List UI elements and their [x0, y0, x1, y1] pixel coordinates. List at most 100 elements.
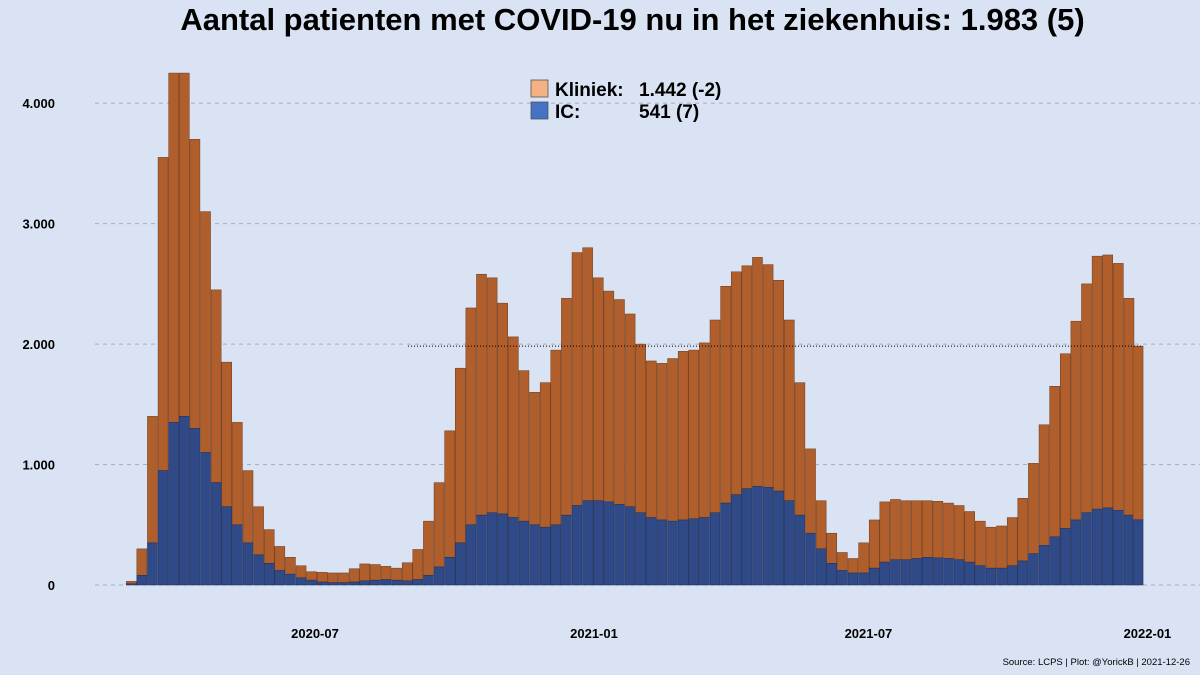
- kliniek-bar: [465, 307, 477, 526]
- kliniek-bar: [805, 448, 816, 534]
- kliniek-bar: [380, 566, 392, 580]
- source-note: Source: LCPS | Plot: @YorickB | 2021-12-…: [1002, 657, 1190, 668]
- kliniek-bar: [953, 505, 965, 560]
- ic-bar: [274, 570, 286, 586]
- ic-bar: [380, 579, 392, 586]
- ic-bar: [518, 520, 530, 586]
- ic-bar: [858, 572, 869, 586]
- legend-label: IC:: [555, 102, 580, 123]
- kliniek-bar: [677, 351, 689, 521]
- kliniek-bar: [1060, 353, 1071, 529]
- kliniek-bar: [200, 211, 211, 453]
- kliniek-bar: [391, 567, 402, 581]
- kliniek-bar: [646, 360, 657, 518]
- kliniek-bar: [455, 367, 466, 544]
- kliniek-bar: [1113, 263, 1124, 511]
- ic-bar: [423, 575, 434, 586]
- kliniek-bar: [762, 264, 774, 488]
- kliniek-bar: [295, 565, 307, 579]
- kliniek-bar: [730, 271, 742, 495]
- kliniek-bar: [614, 299, 625, 505]
- kliniek-bar: [348, 568, 360, 583]
- ic-bar: [847, 572, 859, 586]
- kliniek-bar: [1102, 254, 1113, 509]
- kliniek-bar: [890, 499, 901, 560]
- kliniek-bar: [709, 319, 721, 513]
- ic-bar: [720, 502, 731, 586]
- ic-bar: [539, 526, 551, 586]
- ic-bar: [508, 517, 519, 586]
- kliniek-bar: [826, 532, 838, 564]
- kliniek-bar: [529, 392, 540, 526]
- ic-bar: [911, 558, 922, 586]
- y-tick-label: 0: [48, 578, 55, 593]
- ic-bar: [1060, 528, 1071, 586]
- ic-bar: [592, 500, 604, 586]
- ic-bar: [444, 557, 455, 586]
- kliniek-bar: [571, 252, 583, 506]
- ic-bar: [232, 524, 243, 586]
- kliniek-bar: [1038, 424, 1050, 546]
- kliniek-bar: [147, 416, 158, 544]
- y-tick-label: 3.000: [22, 217, 55, 232]
- legend: Kliniek: 1.442 (-2) IC: 541 (7): [530, 79, 721, 123]
- kliniek-bar: [136, 548, 148, 576]
- kliniek-bar: [635, 343, 646, 513]
- ic-bar: [571, 505, 583, 586]
- ic-bar: [773, 490, 784, 586]
- kliniek-bar: [168, 72, 179, 423]
- ic-bar: [455, 542, 466, 586]
- kliniek-bar: [784, 319, 795, 501]
- kliniek-bar: [1070, 320, 1082, 521]
- kliniek-bar: [752, 257, 763, 487]
- ic-bar: [603, 501, 615, 586]
- kliniek-bar: [624, 313, 636, 507]
- ic-bar: [699, 517, 710, 586]
- kliniek-bar: [189, 139, 201, 429]
- kliniek-bar: [263, 529, 275, 564]
- kliniek-bar: [656, 363, 668, 521]
- ic-bar: [359, 580, 370, 586]
- ic-bar: [306, 579, 317, 586]
- ic-bar: [688, 518, 700, 586]
- kliniek-bar: [433, 482, 445, 568]
- kliniek-bar: [157, 157, 169, 471]
- ic-bar: [179, 416, 190, 586]
- kliniek-bar: [582, 247, 593, 501]
- kliniek-bar: [837, 552, 848, 571]
- x-tick-label: 2021-01: [570, 626, 618, 641]
- legend-swatch: [530, 101, 549, 120]
- kliniek-bar: [476, 273, 487, 516]
- kliniek-bar: [773, 280, 784, 492]
- ic-bar: [348, 581, 360, 586]
- ic-bar: [1091, 508, 1103, 586]
- ic-bar: [635, 512, 646, 586]
- kliniek-bar: [720, 286, 731, 504]
- ic-bar: [157, 470, 169, 586]
- kliniek-bar: [179, 72, 190, 417]
- ic-bar: [741, 488, 753, 586]
- ic-bar: [295, 577, 307, 586]
- legend-swatch: [530, 79, 549, 98]
- ic-bar: [879, 561, 891, 586]
- kliniek-bar: [232, 422, 243, 526]
- ic-bar: [1038, 545, 1050, 586]
- ic-bar: [1049, 536, 1060, 586]
- ic-bar: [476, 514, 487, 586]
- ic-bar: [221, 506, 233, 586]
- ic-bar: [826, 563, 838, 586]
- ic-bar: [338, 582, 349, 586]
- kliniek-bar: [985, 526, 997, 569]
- kliniek-bar: [900, 500, 912, 560]
- chart-title: Aantal patienten met COVID-19 nu in het …: [180, 2, 1085, 37]
- kliniek-bar: [327, 572, 339, 583]
- ic-bar: [561, 514, 572, 586]
- kliniek-bar: [486, 277, 498, 513]
- ic-bar: [1102, 507, 1113, 586]
- ic-bar: [189, 428, 201, 586]
- kliniek-bar: [911, 500, 922, 559]
- ic-bar: [1113, 510, 1124, 586]
- kliniek-bar: [794, 382, 806, 516]
- kliniek-bar: [1017, 498, 1029, 562]
